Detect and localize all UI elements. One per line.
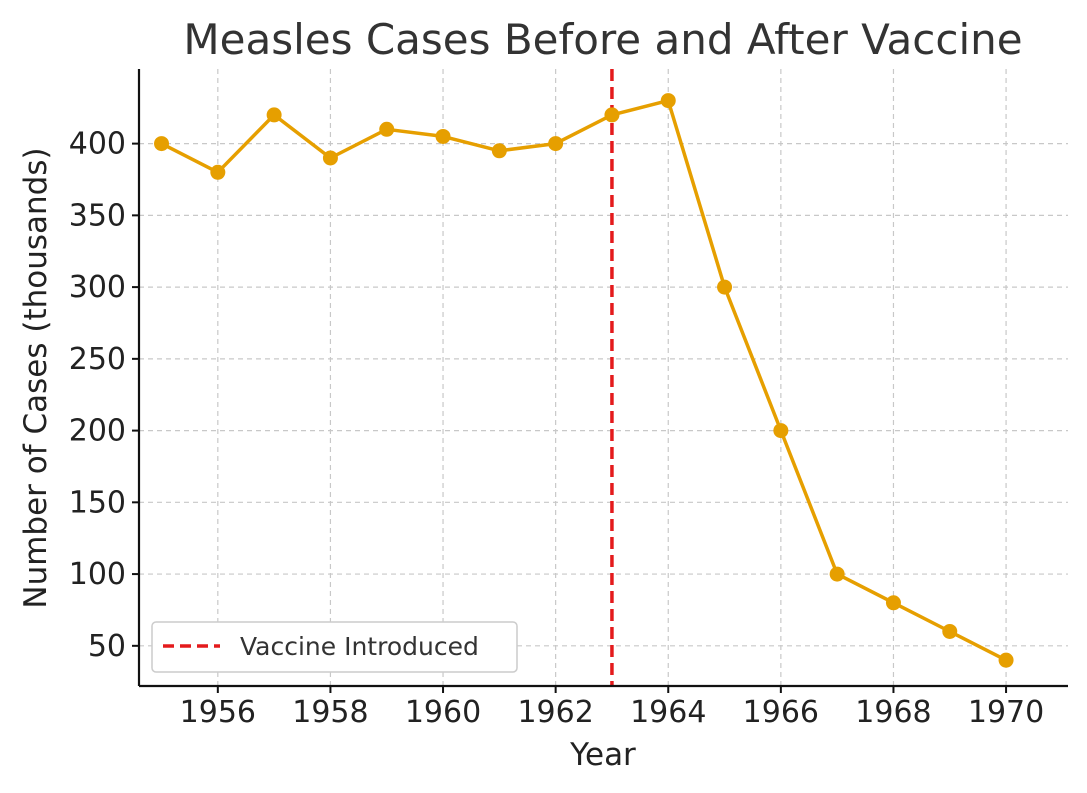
series-group (154, 93, 1014, 668)
y-tick-label: 250 (69, 342, 126, 377)
data-point (885, 595, 901, 611)
data-point (210, 164, 226, 180)
legend-box (151, 621, 518, 673)
data-point (998, 652, 1014, 668)
data-point (322, 150, 338, 166)
x-axis-label: Year (569, 737, 636, 773)
axes (137, 69, 1068, 688)
data-point (829, 566, 845, 582)
x-tick-label: 1964 (630, 695, 706, 730)
y-tick-label: 200 (69, 414, 126, 449)
x-tick-label: 1968 (855, 695, 931, 730)
data-point (435, 128, 451, 144)
x-tick-label: 1962 (517, 695, 593, 730)
data-point (379, 121, 395, 137)
data-point (154, 136, 170, 152)
legend-label: Vaccine Introduced (240, 632, 479, 661)
data-point (548, 136, 564, 152)
x-tick-label: 1970 (968, 695, 1044, 730)
y-tick-label: 50 (88, 629, 126, 664)
x-tick-label: 1966 (743, 695, 819, 730)
data-point (660, 93, 676, 109)
y-axis-label: Number of Cases (thousands) (18, 147, 54, 608)
x-ticks: 1956 1958 1960 1962 1964 1966 1968 1970 (180, 686, 1044, 730)
data-point (604, 107, 620, 123)
data-point (773, 423, 789, 439)
y-ticks: 50 100 150 200 250 300 350 400 (69, 127, 139, 664)
data-point (266, 107, 282, 123)
y-tick-label: 300 (69, 270, 126, 305)
series-line (160, 98, 1007, 662)
y-tick-label: 350 (69, 198, 126, 233)
legend: Vaccine Introduced (151, 621, 518, 673)
y-tick-label: 100 (69, 557, 126, 592)
y-tick-label: 150 (69, 485, 126, 520)
y-tick-label: 400 (69, 127, 126, 162)
chart-title: Measles Cases Before and After Vaccine (183, 15, 1022, 64)
x-tick-label: 1960 (405, 695, 481, 730)
x-tick-label: 1958 (292, 695, 368, 730)
grid (139, 69, 1068, 686)
data-point (942, 623, 958, 639)
x-tick-label: 1956 (180, 695, 256, 730)
data-point (491, 143, 507, 159)
data-point (717, 279, 733, 295)
